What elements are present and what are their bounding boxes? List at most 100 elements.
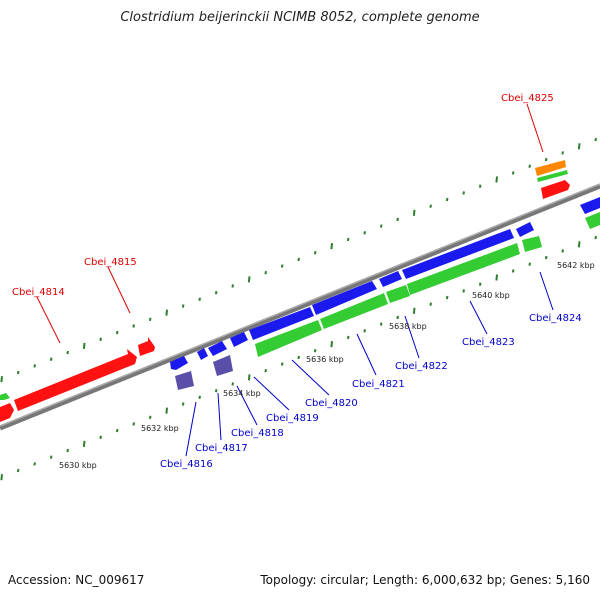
tick-mark [462, 289, 465, 293]
cds-arrow-cbei-4825[interactable] [537, 170, 568, 182]
alt-arrow-cbei-4816[interactable] [175, 371, 194, 390]
scale-label: 5642 kbp [557, 261, 595, 270]
tick-mark [148, 415, 152, 419]
genome-backbone-highlight [0, 183, 600, 427]
tick-mark [66, 350, 69, 355]
tick-mark [544, 157, 548, 162]
cds-arrow-cbei-4821[interactable] [320, 293, 388, 329]
tick-mark [247, 374, 251, 381]
scale-label: 5636 kbp [306, 355, 344, 364]
cds-arrow-cbei-4824[interactable] [522, 236, 542, 252]
gene-label-cbei-4818[interactable]: Cbei_4818 [231, 428, 284, 439]
tick-mark [544, 255, 548, 260]
gene-label-cbei-4822[interactable]: Cbei_4822 [395, 361, 448, 372]
tick-mark [16, 370, 20, 375]
gene-arrow-cbei-4821[interactable] [312, 281, 377, 315]
tick-mark [198, 395, 201, 399]
tick-mark [115, 428, 119, 433]
reverse-strand-features [170, 197, 600, 390]
upper-tick-track [0, 137, 597, 383]
tick-mark [214, 291, 218, 295]
tick-mark [132, 422, 135, 426]
tick-mark [379, 224, 383, 228]
tick-mark [264, 369, 267, 373]
callout-line-cbei-4817 [217, 392, 222, 441]
tick-mark [363, 231, 366, 235]
cds-arrow-cbei-4822[interactable] [386, 285, 410, 303]
tick-mark [495, 274, 498, 281]
tick-mark [16, 468, 20, 473]
gene-arrow[interactable] [0, 393, 10, 400]
gene-label-cbei-4817[interactable]: Cbei_4817 [195, 443, 248, 454]
tick-mark [181, 304, 185, 308]
gene-arrow-cbei-4822[interactable] [379, 271, 402, 287]
gene-label-cbei-4824[interactable]: Cbei_4824 [529, 313, 582, 324]
tick-mark [231, 284, 234, 288]
lower-tick-track [0, 235, 597, 481]
tick-mark [511, 269, 515, 273]
gene-arrow-cbei-4817[interactable] [197, 348, 208, 360]
tick-mark [165, 309, 168, 316]
tick-mark [165, 407, 168, 414]
gene-label-cbei-4819[interactable]: Cbei_4819 [266, 413, 319, 424]
tick-mark [33, 462, 36, 466]
gene-arrow-cbei-4823[interactable] [402, 229, 514, 279]
callout-line-cbei-4814 [36, 296, 61, 344]
gene-arrow-cbei-4815[interactable] [138, 337, 155, 356]
gene-label-cbei-4816[interactable]: Cbei_4816 [160, 459, 213, 470]
gene-arrow-cbei-4819[interactable] [230, 332, 248, 347]
cds-arrow-cbei-4820[interactable] [255, 320, 322, 357]
gene-label-cbei-4825[interactable]: Cbei_4825 [501, 93, 554, 104]
gene-arrow[interactable] [580, 197, 600, 214]
callout-line-cbei-4823 [469, 300, 488, 335]
tick-mark [511, 171, 515, 175]
gene-label-cbei-4814[interactable]: Cbei_4814 [12, 287, 65, 298]
cds-track [255, 212, 600, 357]
gene-label-cbei-4815[interactable]: Cbei_4815 [84, 257, 137, 268]
scale-labels: 5630 kbp 5632 kbp 5634 kbp 5636 kbp 5638… [59, 261, 595, 470]
tick-mark [0, 474, 3, 481]
tick-mark [445, 197, 449, 202]
callout-line-cbei-4816 [185, 401, 197, 457]
gene-arrow-cbei-4824[interactable] [516, 222, 534, 237]
tick-mark [412, 307, 416, 314]
tick-mark [198, 297, 201, 301]
gene-arrow-cbei-4816[interactable] [170, 356, 188, 370]
gene-arrow-cbei-4818[interactable] [208, 341, 227, 356]
callout-line-cbei-4815 [107, 266, 131, 314]
gene-arrow[interactable] [0, 403, 14, 422]
forward-strand-features [0, 160, 570, 422]
genome-backbone [0, 183, 600, 431]
alt-arrow-cbei-4818[interactable] [213, 355, 233, 376]
tick-mark [330, 341, 333, 348]
gene-label-cbei-4820[interactable]: Cbei_4820 [305, 398, 358, 409]
gene-label-cbei-4823[interactable]: Cbei_4823 [462, 337, 515, 348]
tick-mark [280, 264, 284, 268]
callout-line-cbei-4818 [236, 385, 258, 426]
tick-mark [82, 440, 86, 447]
tick-mark [577, 143, 581, 150]
gene-arrow-cbei-4820[interactable] [249, 307, 314, 340]
cds-arrow[interactable] [585, 212, 600, 229]
gene-arrow-cbei-4814[interactable] [14, 349, 137, 411]
callout-line-cbei-4825 [526, 103, 544, 153]
tick-mark [99, 337, 102, 341]
tick-mark [33, 364, 36, 368]
gene-label-cbei-4821[interactable]: Cbei_4821 [352, 379, 405, 390]
tick-mark [148, 317, 152, 321]
rna-arrow-cbei-4825[interactable] [535, 160, 566, 176]
tick-mark [363, 329, 366, 333]
tick-mark [280, 362, 284, 366]
tick-mark [561, 249, 564, 253]
tick-mark [561, 151, 564, 155]
tick-mark [313, 349, 317, 353]
map-title: Clostridium beijerinckii NCIMB 8052, com… [120, 10, 480, 25]
tick-mark [297, 355, 300, 360]
tick-mark [49, 357, 53, 361]
gene-arrow-cbei-4825[interactable] [541, 180, 570, 199]
genome-summary-label: Topology: circular; Length: 6,000,632 bp… [260, 573, 590, 587]
cds-arrow-cbei-4823[interactable] [407, 243, 520, 295]
tick-mark [0, 376, 3, 383]
